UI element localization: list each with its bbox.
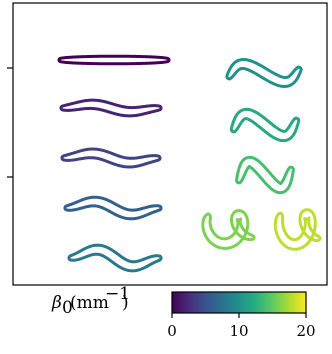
colorbar-tick-label: 10 [229,322,248,340]
colorbar-ticks: 0 10 20 [167,313,316,340]
ribbon-shape [235,155,295,195]
colorbar-label: β 0 (mm −1 ) [51,284,130,318]
colorbar-tick-label: 0 [167,322,177,340]
plot-axes-frame [12,2,328,286]
ribbon-shape [273,208,322,251]
colorbar-tick-label: 20 [296,322,315,340]
ribbon-shape [59,98,163,118]
ribbon-shape [60,147,162,169]
ribbon-shape [225,58,303,88]
svg-text:−1: −1 [105,284,130,304]
ribbon-shape [57,54,171,66]
svg-text:(mm: (mm [70,293,109,313]
svg-text:): ) [122,293,129,313]
svg-text:0: 0 [62,298,73,318]
ribbon-shape [63,195,163,221]
ribbon-shape [201,209,256,250]
ribbon-shape [67,243,163,273]
shape-collection [57,54,322,273]
ribbon-shape [229,107,301,143]
svg-text:β: β [51,293,62,313]
colorbar-gradient [171,291,307,314]
colorbar: 0 10 20 [167,291,316,340]
